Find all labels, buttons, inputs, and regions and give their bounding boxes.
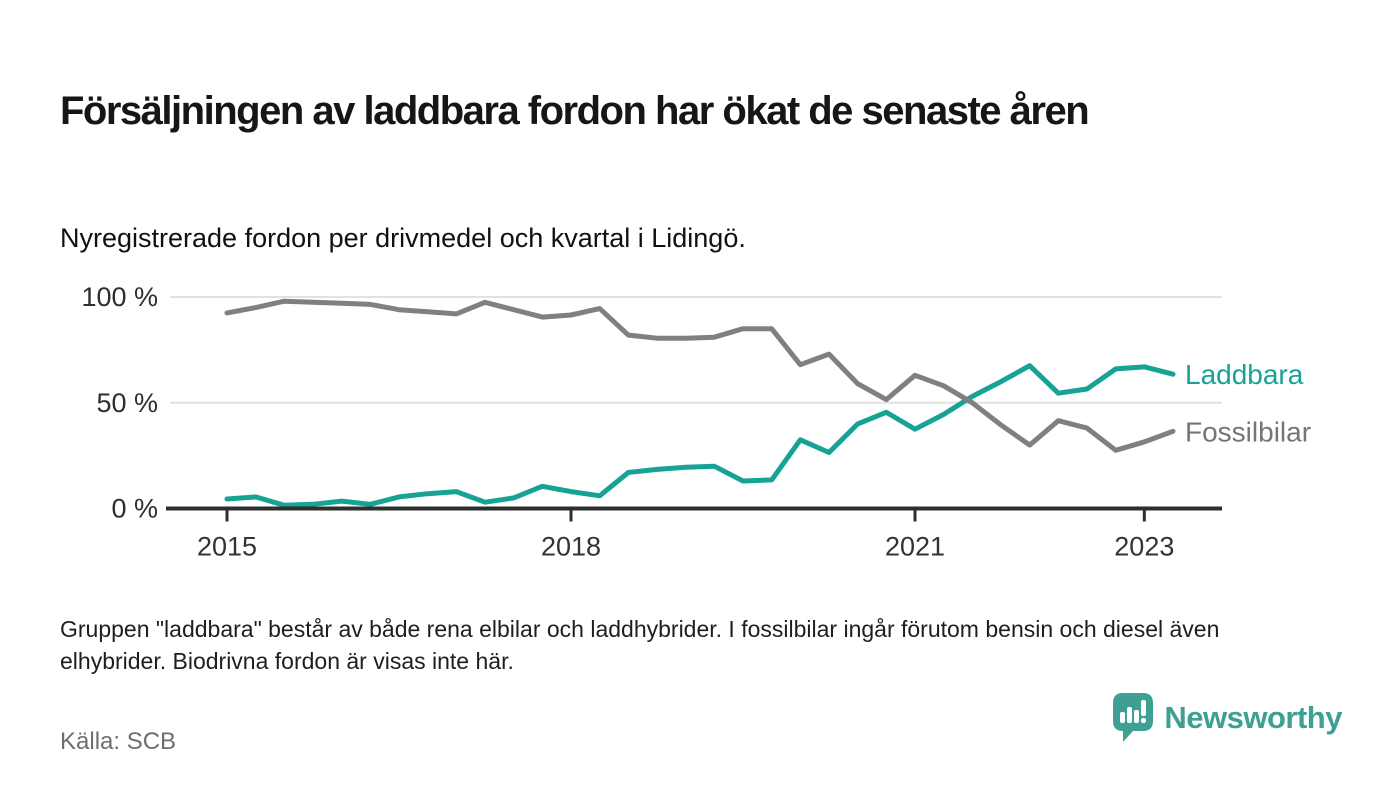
newsworthy-logo-icon xyxy=(1113,692,1154,742)
page-title: Försäljningen av laddbara fordon har öka… xyxy=(60,88,1090,133)
gridlines xyxy=(170,296,1222,404)
y-tick-label: 0 % xyxy=(111,494,158,524)
source-credit: Källa: SCB xyxy=(60,728,177,755)
chart-footnote: Gruppen "laddbara" består av både rena e… xyxy=(60,616,1220,675)
series-line-fossilbilar xyxy=(224,298,1176,453)
newsworthy-brand: Newsworthy xyxy=(1113,692,1342,744)
newsworthy-brand-text: Newsworthy xyxy=(1164,700,1342,735)
x-tick-label: 2015 xyxy=(197,532,257,562)
chart-series-lines xyxy=(224,298,1176,508)
chart-subtitle: Nyregistrerade fordon per drivmedel och … xyxy=(60,223,746,253)
series-line-laddbara xyxy=(224,363,1176,508)
x-tick-label: 2023 xyxy=(1114,532,1174,562)
x-axis xyxy=(166,506,1222,522)
x-tick-label: 2018 xyxy=(541,532,601,562)
y-tick-label: 100 % xyxy=(81,282,158,312)
series-label-fossilbilar: Fossilbilar xyxy=(1185,416,1311,447)
axis-labels: 0 % 50 % 100 % 2015 2018 2021 2023 Laddbara Foss… xyxy=(81,282,1311,562)
y-tick-label: 50 % xyxy=(96,388,158,418)
series-label-laddbara: Laddbara xyxy=(1185,359,1304,390)
x-tick-label: 2021 xyxy=(885,532,945,562)
